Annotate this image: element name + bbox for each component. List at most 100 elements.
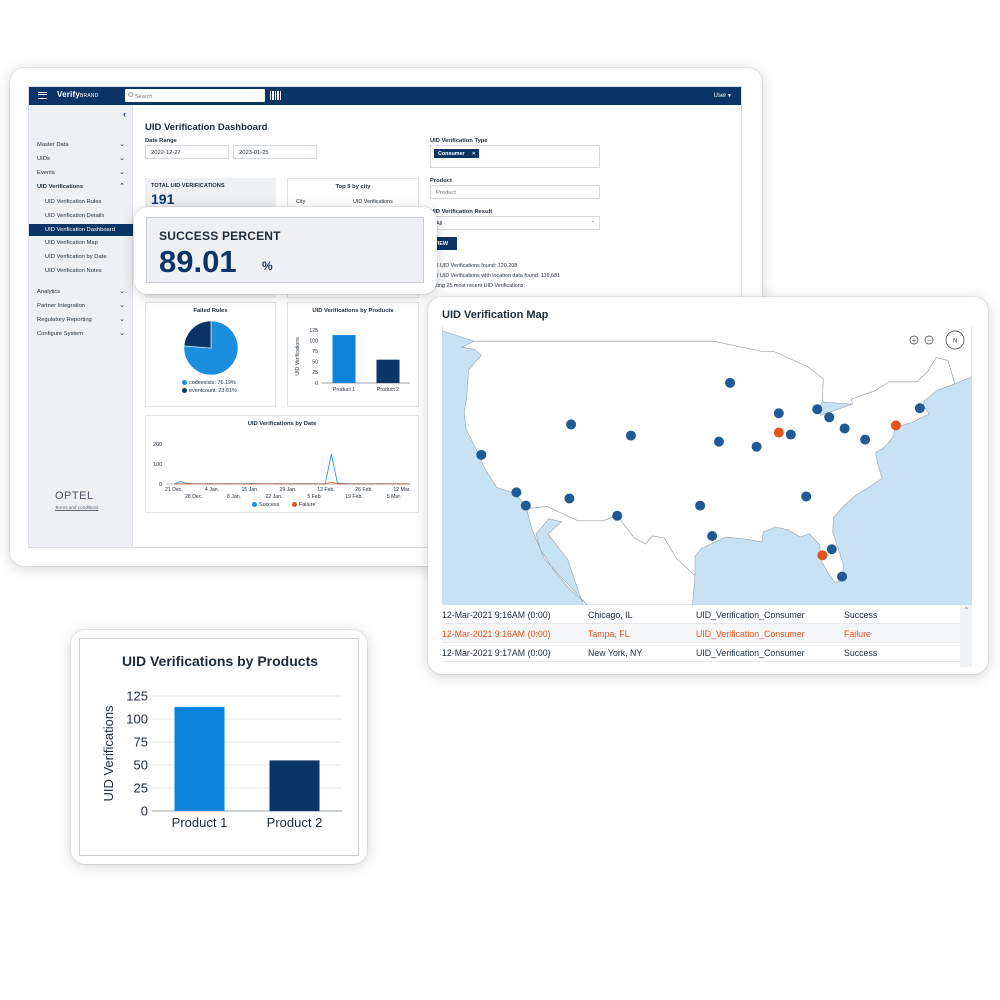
map-marker-success [520,500,531,511]
map-marker-success [566,419,577,430]
zoom-out-icon: − [924,335,934,345]
sidebar-item-label: Analytics [37,289,61,295]
search-icon [128,92,133,97]
sidebar-item-master-data[interactable]: Master Data ⌄ [29,139,133,151]
table-cell-result: Success [844,648,878,658]
sidebar-item-analytics[interactable]: Analytics ⌄ [29,286,133,298]
chevron-down-icon: ⌄ [119,155,125,162]
date-from-input[interactable]: 2022-12-27 [145,145,229,159]
map-marker-success [914,403,925,414]
x-tick-label: Product 2 [267,815,323,830]
zoom-out-circle [924,335,934,345]
products-bar-callout: 0 25 50 75 100 125 Product 1 Product 2 UID Verif… [71,630,367,864]
pie-legend-codeexists-text: codeexists: 76.19% [189,380,236,386]
y-tick-label: 50 [312,360,318,366]
sidebar-item-uid-verification-notes[interactable]: UID Verification Notes [29,265,133,277]
brand-logo[interactable]: VerifyBRAND [57,90,99,99]
verification-map-callout: UID Verification Map + − N 12-Mar-2021 9:1… [428,297,988,674]
success-percent-card: SUCCESS PERCENT 89.01 % [146,217,424,283]
bar-product-1 [332,335,356,383]
table-row[interactable]: 12-Mar-2021 9:16AM (0:00) Chicago, IL UID_… [442,605,960,624]
sidebar-item-uids[interactable]: UIDs ⌄ [29,153,133,165]
table-row[interactable]: 12-Mar-2021 9:16AM (0:00) Tampa, FL UID_Ve… [442,624,960,643]
map-marker-failure [773,427,784,438]
failed-rules-panel: Failed Rules codeexists: 76.19% eventcou… [145,302,276,407]
x-tick-label: 29 Jan. [279,487,296,493]
y-tick-label: 75 [134,735,148,750]
table-cell-time: 12-Mar-2021 9:16AM (0:00) [442,610,551,620]
x-tick-label: 22 Jan. [265,494,282,500]
collapse-sidebar-icon[interactable]: ‹ [123,109,126,119]
hamburger-menu-icon[interactable] [38,92,47,99]
x-tick-label: 4 Jan. [205,487,219,493]
sidebar-item-label: UIDs [37,156,50,162]
chip-remove-icon[interactable]: × [472,150,476,157]
sidebar-item-uid-verification-map[interactable]: UID Verification Map [29,237,133,249]
consumer-type-chip[interactable]: Consumer × [434,149,480,158]
chevron-down-icon: ⌄ [591,218,596,224]
sidebar-item-configure-system[interactable]: Configure System ⌄ [29,328,133,340]
verification-result-select[interactable]: All [430,216,600,230]
chevron-up-icon: ⌃ [119,183,125,190]
mini-products-bar-title: UID Verifications by Products [312,308,394,314]
sidebar-item-uid-verifications[interactable]: UID Verifications ⌃ [29,181,133,193]
search-input[interactable] [125,89,265,102]
product-input[interactable]: Product [430,185,600,199]
user-menu-dropdown[interactable]: User ▾ [713,93,731,99]
sidebar-item-uid-verification-dashboard[interactable]: UID Verification Dashboard [29,224,133,236]
table-cell-time: 12-Mar-2021 9:17AM (0:00) [442,648,551,658]
date-legend-success-text: Success [259,502,280,508]
info-location-found: Total UID Verifications with location da… [427,273,560,279]
sidebar-item-uid-verification-details[interactable]: UID Verification Details [29,210,133,222]
map-marker-success [725,377,736,388]
date-legend-failure-text: Failure [299,502,316,508]
scroll-up-icon[interactable]: ⌃ [963,606,970,615]
x-tick-label: 21 Dec. [165,487,183,493]
sidebar-item-uid-verification-by-date[interactable]: UID Verification by Date [29,251,133,263]
y-tick-label: 75 [312,349,318,355]
info-total-found: Total UID Verifications found: 120,208 [427,263,518,269]
map-canvas[interactable]: + − N [442,326,972,605]
y-axis-label: UID Verifications [295,337,301,376]
pie-legend-codeexists: codeexists: 76.19% [182,380,236,386]
pie-legend-eventcount: eventcount: 23.81% [182,388,237,394]
zoom-in-circle [909,335,919,345]
map-marker-success [812,404,823,415]
chevron-down-icon: ⌄ [119,141,125,148]
products-bar-chart: 0 25 50 75 100 125 Product 1 Product 2 UID Verif… [101,653,342,830]
sidebar-item-label: Events [37,170,55,176]
map-marker-success [707,531,718,542]
date-to-input[interactable]: 2023-01-25 [233,145,317,159]
y-tick-label: 100 [153,462,162,468]
date-legend-failure: Failure [292,502,315,508]
table-cell-time: 12-Mar-2021 9:16AM (0:00) [442,629,551,639]
terms-and-conditions-link[interactable]: Terms and conditions [55,505,99,510]
map-marker-success [801,491,812,502]
zoom-in-icon: + [909,335,919,345]
bar-product-2 [269,760,320,811]
verification-map[interactable]: + − N [442,326,972,605]
sidebar-item-label: UID Verification Details [45,213,105,219]
map-marker-success [564,493,575,504]
sidebar-item-partner-integration[interactable]: Partner Integration ⌄ [29,300,133,312]
sidebar-item-uid-verification-rules[interactable]: UID Verification Rules [29,196,133,208]
top5-col-city: City [296,199,306,205]
table-cell-city: New York, NY [588,648,643,658]
table-row[interactable]: 12-Mar-2021 9:17AM (0:00) New York, NY UID… [442,643,960,662]
zoom-out-label: − [927,338,931,345]
consumer-chip-label: Consumer [438,150,465,157]
sidebar-item-regulatory-reporting[interactable]: Regulatory Reporting ⌄ [29,314,133,326]
product-label: Product [430,178,452,184]
sidebar-item-label: UID Verification Map [45,240,98,246]
map-title: UID Verification Map [442,309,549,321]
map-marker-failure [817,550,828,561]
sidebar-item-events[interactable]: Events ⌄ [29,167,133,179]
by-date-title: UID Verifications by Date [247,421,317,427]
optel-logo-text: OPTEL [55,490,94,502]
total-verifications-label: TOTAL UID VERIFICATIONS [151,183,225,189]
legend-dot-icon [292,502,297,508]
barcode-scan-icon[interactable] [270,91,281,100]
sidebar-item-label: Partner Integration [37,303,86,309]
table-scrollbar[interactable]: ⌃ [960,605,972,667]
y-tick-label: 50 [134,758,148,773]
